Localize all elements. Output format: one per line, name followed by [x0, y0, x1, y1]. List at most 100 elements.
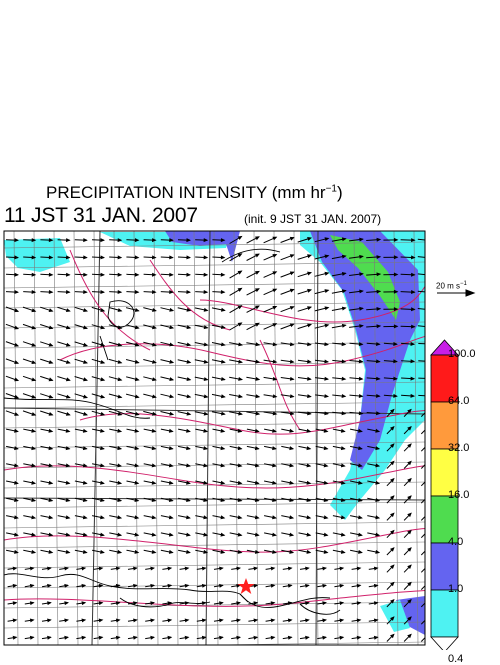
wind-arrow: [75, 394, 88, 399]
wind-arrow: [350, 377, 364, 381]
wind-arrow: [6, 429, 19, 433]
wind-arrow: [40, 394, 53, 399]
wind-arrow: [283, 636, 293, 640]
wind-arrow: [6, 481, 19, 485]
wind-arrow: [178, 342, 192, 346]
wind-arrow: [128, 619, 138, 623]
wind-arrow: [143, 377, 157, 381]
wind-arrow: [195, 255, 208, 259]
wind-arrow: [387, 478, 395, 486]
wind-arrow: [195, 394, 209, 398]
wind-arrow: [230, 533, 243, 537]
wind-arrow: [41, 446, 54, 450]
wind-arrow: [281, 360, 295, 364]
wind-arrow: [144, 429, 157, 433]
wind-arrow: [126, 360, 140, 364]
wind-arrow: [404, 547, 412, 555]
wind-arrow: [6, 463, 19, 467]
wind-arrow: [145, 636, 155, 640]
wind-arrow: [247, 533, 260, 537]
wind-arrow: [212, 342, 226, 346]
wind-arrow: [317, 601, 327, 605]
wind-arrow: [300, 619, 310, 623]
wind-arrow: [40, 359, 53, 364]
wind-arrow: [266, 619, 276, 623]
wind-arrow: [298, 272, 312, 277]
wind-arrow: [23, 533, 36, 537]
wind-arrow: [180, 636, 190, 640]
wind-arrow: [92, 394, 105, 399]
wind-arrow: [75, 255, 88, 259]
wind-arrow: [230, 515, 243, 519]
wind-arrow: [230, 322, 243, 330]
wind-arrow: [247, 463, 260, 467]
wind-arrow: [111, 619, 121, 623]
wind-arrow: [178, 377, 192, 381]
wind-arrow: [145, 567, 155, 571]
wind-arrow: [92, 411, 105, 416]
wind-arrow: [266, 636, 276, 640]
wind-arrow: [180, 584, 190, 588]
wind-arrow: [281, 377, 295, 381]
wind-arrow: [41, 429, 54, 433]
wind-arrow: [387, 495, 395, 503]
wind-arrow: [6, 376, 19, 381]
wind-arrow: [352, 584, 362, 588]
wind-arrow: [127, 481, 140, 485]
wind-arrow: [144, 550, 157, 554]
wind-arrow: [58, 290, 71, 294]
wind-arrow: [40, 290, 53, 294]
wind-arrow: [23, 515, 36, 519]
wind-arrow: [58, 429, 71, 433]
wind-arrow: [128, 636, 138, 640]
wind-arrow: [316, 515, 329, 519]
wind-arrow: [109, 515, 122, 519]
wind-arrow: [231, 636, 241, 640]
wind-arrow: [127, 463, 140, 467]
wind-arrow: [195, 308, 209, 312]
wind-arrow: [299, 446, 312, 450]
wind-arrow: [316, 446, 329, 450]
wind-arrow: [161, 515, 174, 519]
colorbar-tick-label: 32.0: [448, 442, 469, 454]
wind-arrow: [315, 324, 330, 329]
wind-arrow: [8, 636, 18, 640]
wind-arrow: [264, 289, 278, 295]
wind-arrow: [59, 636, 69, 640]
wind-arrow: [94, 584, 104, 588]
wind-arrow: [144, 446, 157, 450]
wind-arrow: [8, 619, 18, 623]
wind-arrow: [75, 342, 88, 347]
wind-arrow: [197, 636, 207, 640]
wind-arrow: [92, 273, 105, 277]
wind-arrow: [8, 601, 18, 605]
wind-arrow: [214, 636, 224, 640]
wind-arrow: [75, 359, 88, 364]
wind-arrow: [109, 290, 122, 294]
wind-arrow: [298, 377, 312, 381]
wind-arrow: [161, 377, 175, 381]
wind-arrow: [352, 567, 362, 571]
reference-vector: [437, 290, 474, 296]
wind-arrow: [161, 481, 174, 485]
wind-arrow: [178, 360, 192, 364]
wind-arrow: [281, 289, 295, 295]
wind-arrow: [144, 481, 157, 485]
wind-arrow: [8, 584, 18, 588]
wind-arrow: [300, 567, 310, 571]
wind-arrow: [126, 325, 140, 329]
wind-arrow: [332, 411, 346, 415]
wind-arrow: [231, 619, 241, 623]
wind-arrow: [283, 619, 293, 623]
wind-arrow: [367, 515, 380, 519]
colorbar-tick-label: 16.0: [448, 489, 469, 501]
wind-arrow: [195, 377, 209, 381]
wind-arrow: [75, 411, 88, 416]
wind-arrow: [92, 377, 105, 382]
wind-arrow: [214, 584, 224, 588]
wind-arrow: [404, 513, 412, 521]
wind-arrow: [299, 515, 312, 519]
wind-arrow: [161, 255, 174, 259]
wind-arrow: [195, 515, 208, 519]
wind-arrow: [23, 550, 36, 554]
